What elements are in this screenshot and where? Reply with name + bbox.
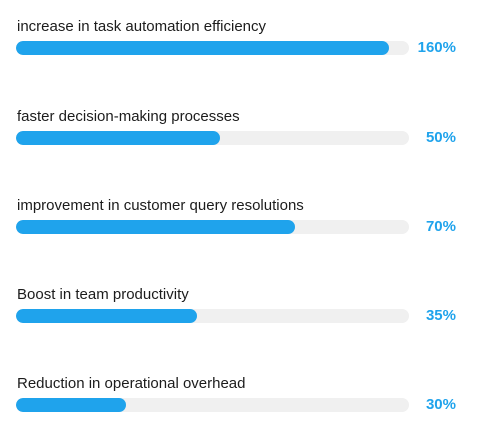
progress-track xyxy=(16,398,409,412)
metric-value: 50% xyxy=(425,129,456,146)
progress-track xyxy=(16,41,409,55)
metric-row: increase in task automation efficiency 1… xyxy=(0,18,479,78)
metric-label: faster decision-making processes xyxy=(17,108,240,125)
progress-track xyxy=(16,131,409,145)
metric-value: 35% xyxy=(425,307,456,324)
metric-value: 30% xyxy=(425,396,456,413)
progress-bar-fill xyxy=(16,131,221,145)
progress-bar-fill xyxy=(16,398,127,412)
metric-label: increase in task automation efficiency xyxy=(17,18,267,35)
metric-row: Boost in team productivity 35% xyxy=(0,286,479,346)
metric-row: improvement in customer query resolution… xyxy=(0,197,479,257)
metric-label: Reduction in operational overhead xyxy=(17,375,246,392)
metric-row: faster decision-making processes 50% xyxy=(0,108,479,168)
progress-track xyxy=(16,309,409,323)
metric-value: 70% xyxy=(425,218,456,235)
metric-value: 160% xyxy=(417,39,456,56)
progress-bar-fill xyxy=(16,220,296,234)
progress-bar-fill xyxy=(16,309,197,323)
metric-label: Boost in team productivity xyxy=(17,286,189,303)
progress-bar-fill xyxy=(16,41,390,55)
metric-label: improvement in customer query resolution… xyxy=(17,197,304,214)
progress-track xyxy=(16,220,409,234)
metric-row: Reduction in operational overhead 30% xyxy=(0,375,479,435)
